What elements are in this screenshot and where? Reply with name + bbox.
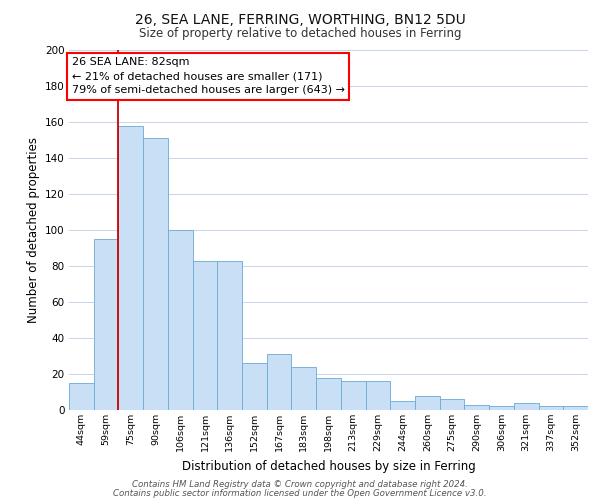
Bar [341,381,365,410]
Bar [217,260,242,410]
Bar [415,396,440,410]
Bar [440,399,464,410]
Bar [143,138,168,410]
Bar [267,354,292,410]
Bar [563,406,588,410]
Bar [464,404,489,410]
Bar [539,406,563,410]
Text: Size of property relative to detached houses in Ferring: Size of property relative to detached ho… [139,28,461,40]
Text: Contains HM Land Registry data © Crown copyright and database right 2024.: Contains HM Land Registry data © Crown c… [132,480,468,489]
Text: Contains public sector information licensed under the Open Government Licence v3: Contains public sector information licen… [113,489,487,498]
X-axis label: Distribution of detached houses by size in Ferring: Distribution of detached houses by size … [182,460,475,472]
Bar [94,239,118,410]
Bar [390,401,415,410]
Bar [292,367,316,410]
Bar [242,363,267,410]
Bar [514,403,539,410]
Bar [489,406,514,410]
Text: 26, SEA LANE, FERRING, WORTHING, BN12 5DU: 26, SEA LANE, FERRING, WORTHING, BN12 5D… [134,12,466,26]
Bar [365,381,390,410]
Bar [193,260,217,410]
Text: 26 SEA LANE: 82sqm
← 21% of detached houses are smaller (171)
79% of semi-detach: 26 SEA LANE: 82sqm ← 21% of detached hou… [71,57,344,95]
Bar [168,230,193,410]
Bar [316,378,341,410]
Bar [69,383,94,410]
Y-axis label: Number of detached properties: Number of detached properties [26,137,40,323]
Bar [118,126,143,410]
